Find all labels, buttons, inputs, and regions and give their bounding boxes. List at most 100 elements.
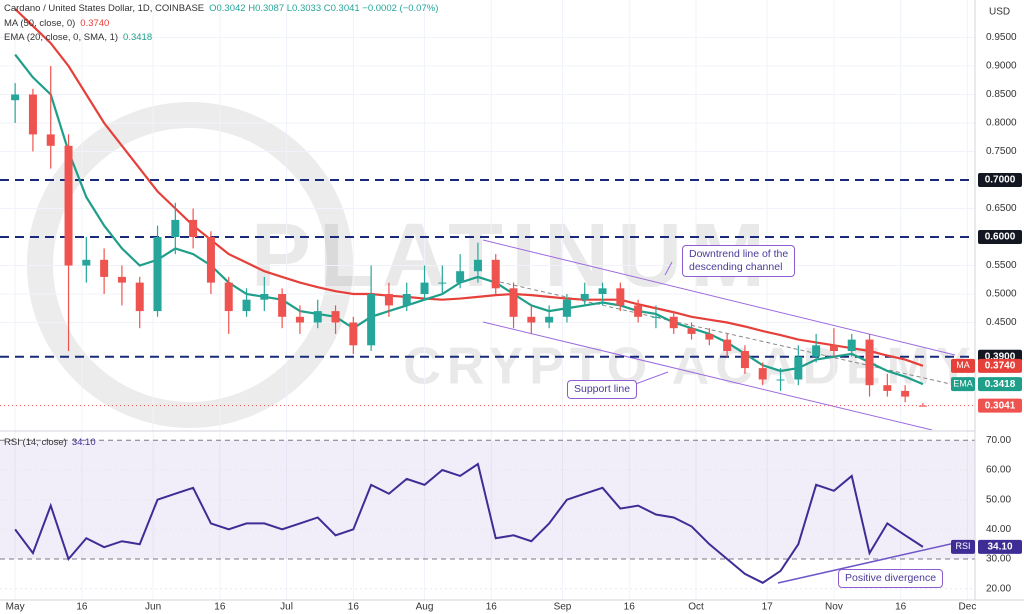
- y-tick-label: 40.00: [986, 524, 1011, 535]
- watermark-logo: [27, 102, 353, 428]
- y-tick-label: 70.00: [986, 435, 1011, 446]
- candle-body: [616, 288, 625, 306]
- series-value-bg: [978, 358, 1022, 373]
- candle-body: [705, 333, 714, 340]
- candle-body: [224, 282, 233, 312]
- y-tick-label: 0.5000: [986, 289, 1017, 300]
- candle-body: [509, 288, 518, 317]
- candle-body: [776, 379, 785, 381]
- y-tick-label: 0.5500: [986, 260, 1017, 271]
- ma-line: [14, 8, 924, 367]
- legend-row: MA (50, close, 0) 0.3740: [4, 18, 114, 29]
- candle-body: [687, 328, 696, 334]
- candle-body: [598, 288, 607, 295]
- price-plot: [0, 8, 975, 430]
- candle-body: [420, 282, 429, 295]
- candle-body: [367, 294, 376, 346]
- y-tick-label: 0.4500: [986, 317, 1017, 328]
- candle-body: [117, 276, 126, 283]
- candle-body: [349, 322, 358, 346]
- candle-body: [812, 345, 821, 357]
- candle-body: [295, 316, 304, 323]
- legend-name: EMA (20, close, 0, SMA, 1): [4, 32, 119, 43]
- series-tag-bg: [951, 377, 975, 392]
- candle-body: [562, 299, 571, 317]
- series-tag: MA: [956, 360, 970, 370]
- y-tick-label: 0.9000: [986, 61, 1017, 72]
- last-price-bg: [978, 398, 1022, 413]
- x-tick-label: Aug: [416, 602, 434, 613]
- candle-body: [64, 145, 73, 266]
- candle-body: [865, 339, 874, 386]
- x-tick-label: Jul: [280, 602, 293, 613]
- candle-body: [758, 368, 767, 380]
- candle-body: [135, 282, 144, 312]
- x-tick-label: Oct: [688, 602, 704, 613]
- unit-label: USD: [989, 7, 1010, 18]
- symbol-title: Cardano / United States Dollar, 1D, COIN…: [4, 3, 205, 14]
- legend-value: 0.3418: [123, 32, 153, 43]
- candle-body: [402, 294, 411, 306]
- annotation-line: Downtrend line of the: [689, 248, 789, 260]
- level-label: 0.6000: [985, 232, 1016, 243]
- candle-body: [28, 94, 37, 135]
- x-tick-label: 17: [762, 602, 774, 613]
- series-tag: RSI: [955, 541, 970, 551]
- candle-body: [847, 339, 856, 351]
- x-tick-label: Dec: [959, 602, 977, 613]
- ohlc-text: O0.3042 H0.3087 L0.3033 C0.3041 −0.0002 …: [209, 3, 439, 14]
- series-value-bg: [978, 377, 1022, 392]
- legend-row: EMA (20, close, 0, SMA, 1) 0.3418: [4, 32, 157, 43]
- candle-body: [189, 219, 198, 238]
- candle-body: [456, 271, 465, 283]
- level-label: 0.7000: [985, 175, 1016, 186]
- series-value-bg: [978, 539, 1022, 554]
- candle-body: [171, 219, 180, 238]
- price-axis-bg: [975, 0, 1024, 600]
- candle-body: [46, 134, 55, 146]
- x-tick-label: Nov: [825, 602, 843, 613]
- annotation: Positive divergence: [838, 569, 944, 588]
- x-tick-label: 16: [214, 602, 226, 613]
- y-tick-label: 0.8000: [986, 118, 1017, 129]
- y-tick-label: 0.8500: [986, 89, 1017, 100]
- candle-body: [11, 94, 20, 101]
- series-tag-bg: [951, 539, 975, 554]
- candle-body: [278, 294, 287, 317]
- level-label: 0.3900: [985, 351, 1016, 362]
- candle-body: [651, 316, 660, 318]
- y-tick-label: 0.6500: [986, 203, 1017, 214]
- candle-body: [260, 294, 269, 300]
- channel-lower: [482, 321, 933, 430]
- y-tick-label: 60.00: [986, 465, 1011, 476]
- candle-body: [473, 259, 482, 272]
- y-tick-label: 0.7500: [986, 146, 1017, 157]
- candle-body: [669, 316, 678, 329]
- legend-name: RSI (14, close): [4, 437, 67, 448]
- candle-body: [918, 405, 927, 407]
- annotation-line: descending channel: [689, 261, 783, 273]
- candle-body: [438, 282, 447, 284]
- legend-name: MA (50, close, 0): [4, 18, 76, 29]
- x-tick-label: 16: [895, 602, 907, 613]
- annotation: Support line: [567, 380, 638, 399]
- candle-body: [794, 356, 803, 380]
- candle-body: [829, 345, 838, 351]
- level-label-bg: [978, 230, 1022, 245]
- series-value: 34.10: [987, 542, 1012, 553]
- series-tag-bg: [951, 358, 975, 373]
- legend-row: Cardano / United States Dollar, 1D, COIN…: [4, 3, 443, 14]
- legend-row: RSI (14, close) 34.10: [4, 437, 101, 448]
- rsi-plot: [14, 462, 956, 584]
- legend-value: 34.10: [71, 437, 96, 448]
- x-tick-label: 16: [486, 602, 498, 613]
- x-tick-label: 16: [624, 602, 636, 613]
- y-tick-label: 30.00: [986, 554, 1011, 565]
- candle-body: [242, 299, 251, 312]
- level-label-bg: [978, 173, 1022, 188]
- candle-body: [883, 385, 892, 391]
- y-tick-label: 20.00: [986, 583, 1011, 594]
- y-tick-label: 50.00: [986, 494, 1011, 505]
